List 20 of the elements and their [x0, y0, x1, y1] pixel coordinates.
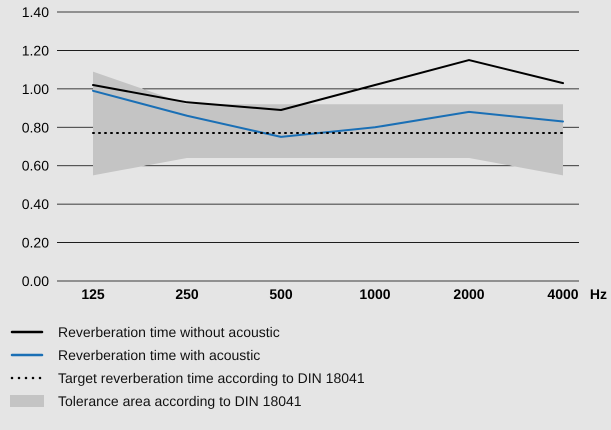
- x-tick-label: 500: [269, 286, 293, 302]
- y-tick-label: 0.40: [22, 196, 50, 212]
- x-tick-label: 4000: [547, 286, 579, 302]
- x-axis-title: Hz: [590, 286, 607, 302]
- x-tick-label: 2000: [453, 286, 485, 302]
- y-tick-label: 1.20: [22, 42, 50, 58]
- y-tick-label: 0.60: [22, 158, 50, 174]
- y-tick-label: 0.80: [22, 119, 50, 136]
- legend-label: Target reverberation time according to DIN 18041: [58, 370, 365, 386]
- y-tick-label: 0.00: [22, 272, 50, 289]
- x-tick-label: 250: [175, 286, 199, 302]
- y-tick-label: 1.40: [22, 4, 50, 20]
- x-tick-label: 1000: [359, 286, 391, 302]
- legend-label: Reverberation time without acoustic: [58, 324, 280, 340]
- line-series: [92, 90, 564, 138]
- y-tick-label: 1.00: [22, 80, 50, 97]
- y-tick-label: 0.20: [22, 234, 50, 251]
- x-tick-label: 125: [81, 286, 105, 302]
- text: Tolerance area according to DIN 18041: [58, 392, 302, 408]
- legend-label: Reverberation time with acoustic: [58, 346, 260, 362]
